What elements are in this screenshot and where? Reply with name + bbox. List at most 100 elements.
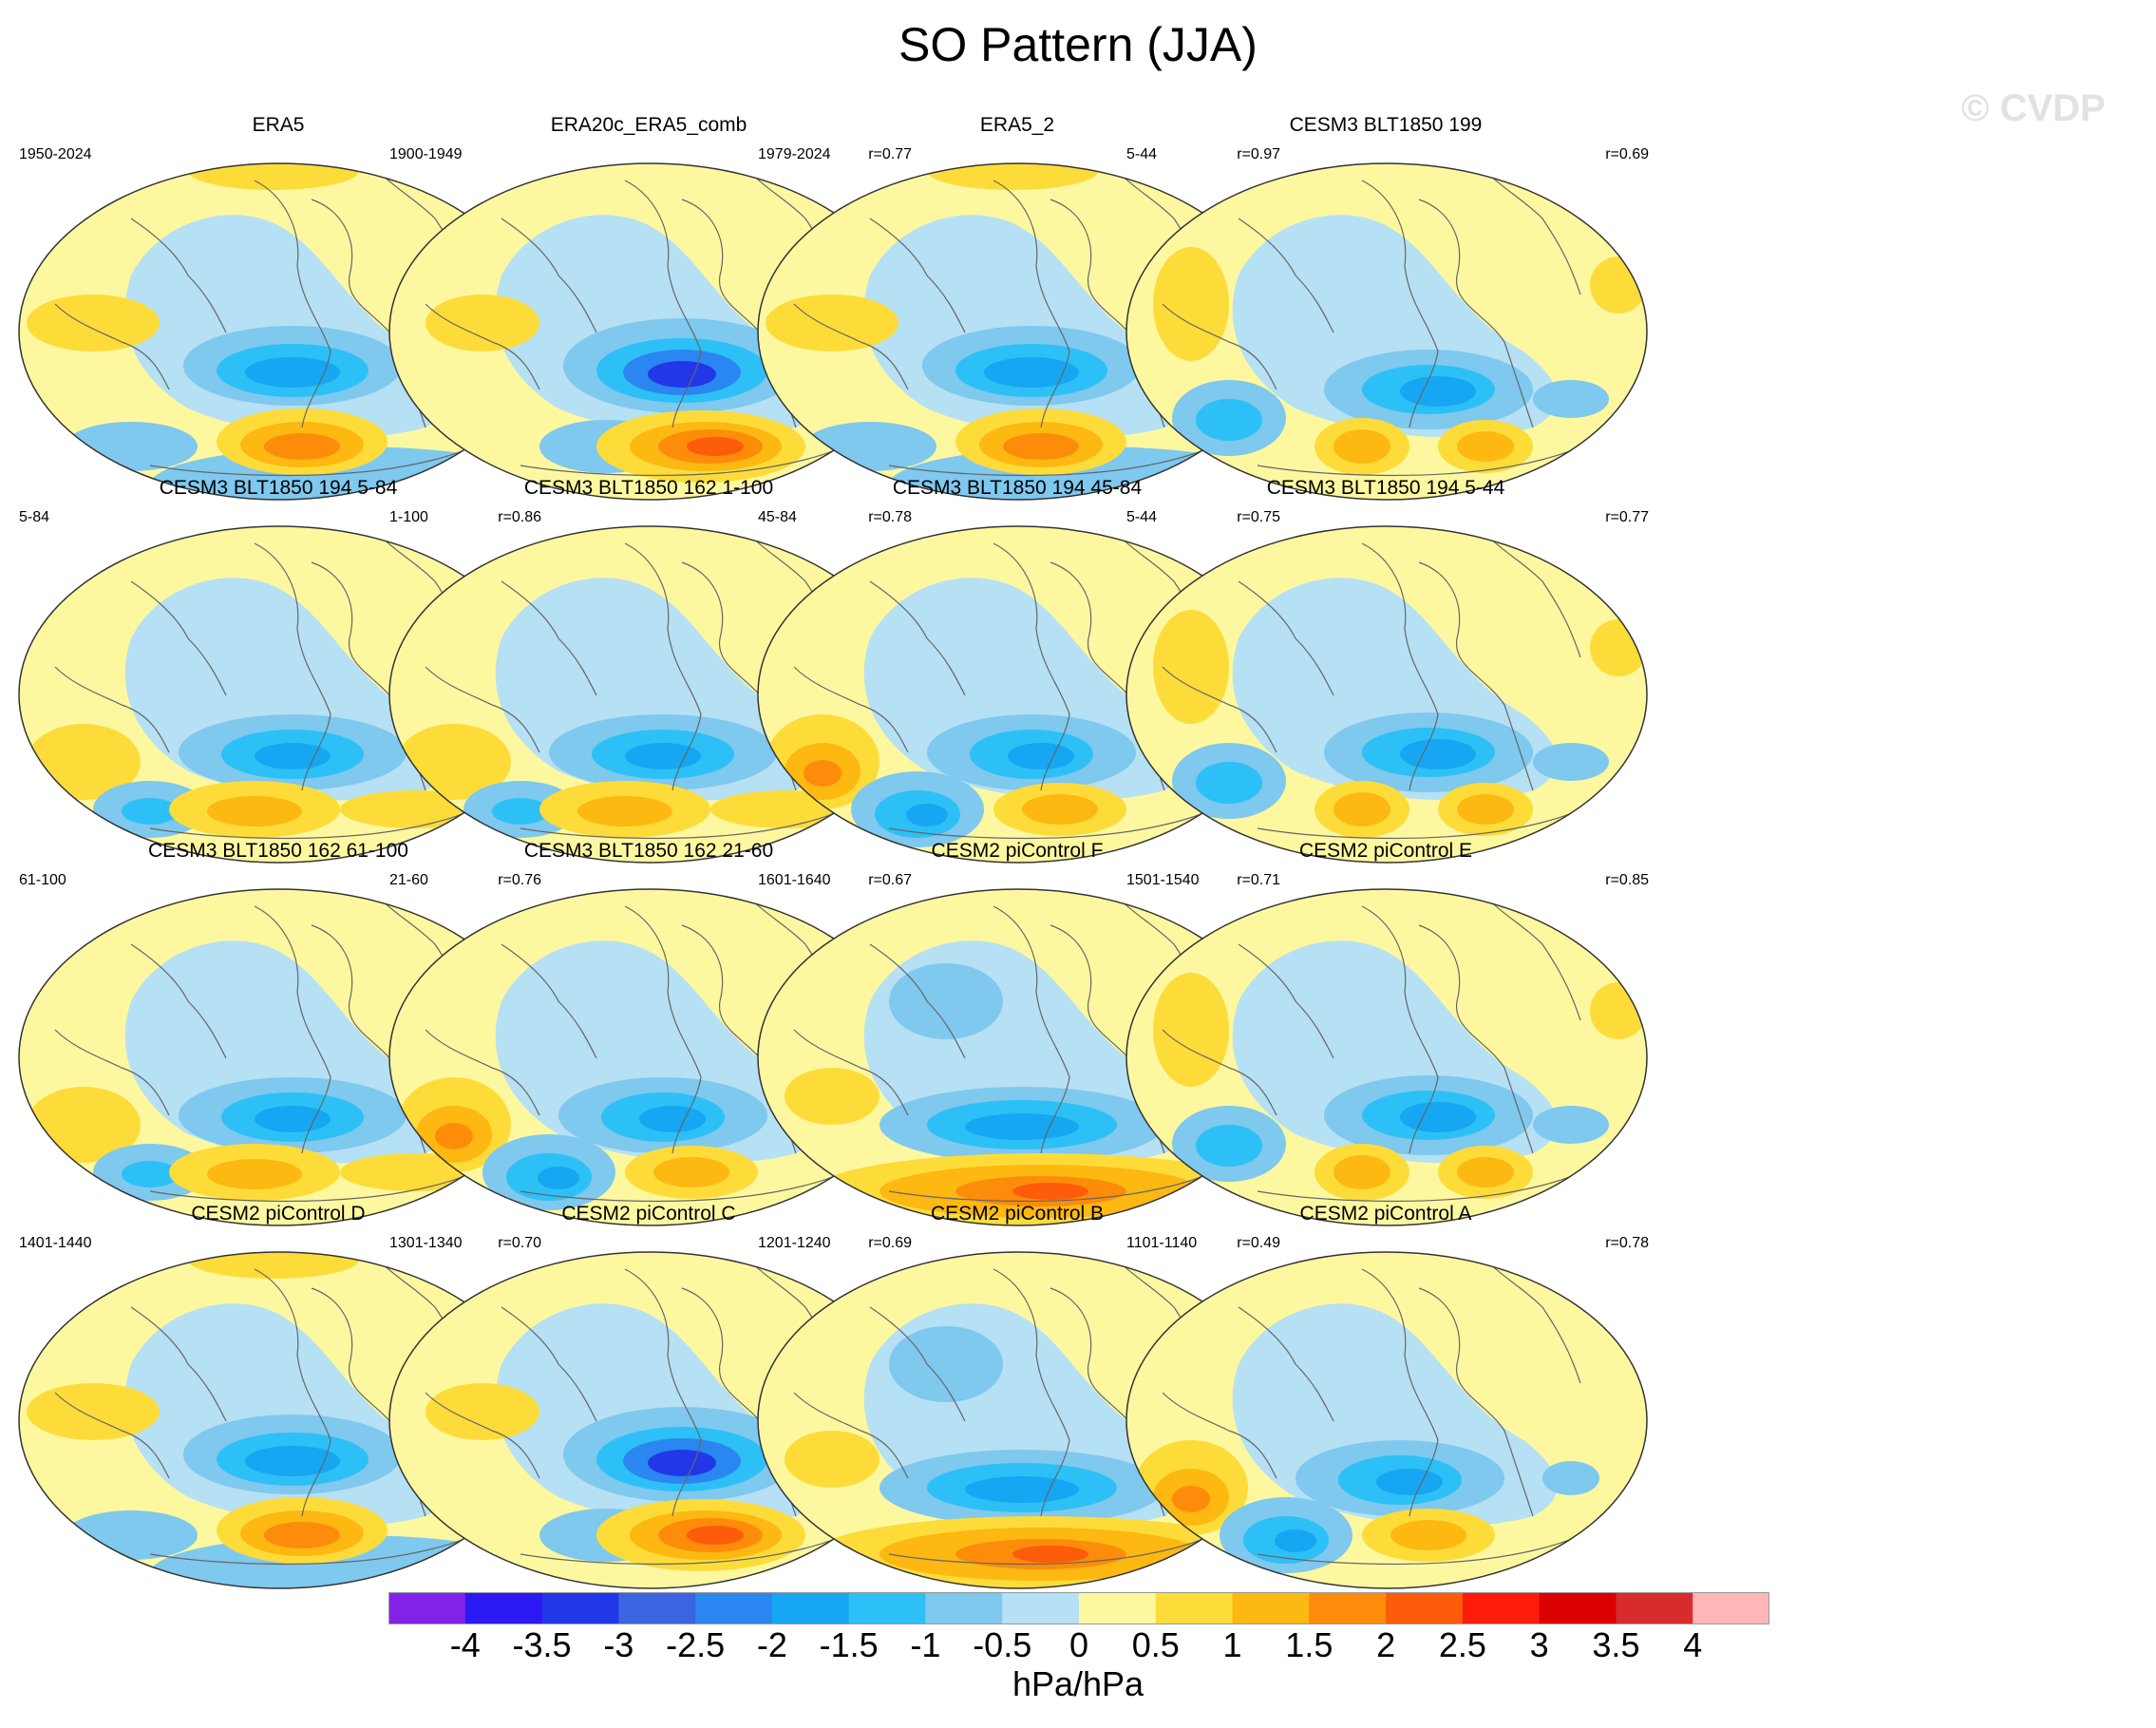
coastline — [888, 1534, 1213, 1566]
coastline — [520, 446, 844, 477]
colorbar-tick-label: -2.5 — [666, 1625, 726, 1664]
coastline — [869, 580, 966, 696]
anomaly-contour — [1172, 1486, 1210, 1512]
anomaly-contour — [785, 1431, 879, 1488]
coastline — [624, 1268, 702, 1517]
panel-correlation: r=0.70 — [498, 1235, 541, 1251]
panel-period: 1401-1440 — [19, 1235, 92, 1251]
panel-correlation: r=0.76 — [498, 872, 541, 888]
colorbar-tick-label: -2 — [756, 1625, 787, 1664]
colorbar-tick-label: -1 — [910, 1625, 941, 1664]
coastline — [1257, 1534, 1581, 1566]
map-panel: CESM3 BLT1850 194 5-44 5-44 r=0.77 — [1117, 477, 1655, 864]
colorbar-swatch — [1309, 1592, 1387, 1624]
anomaly-contour — [785, 1068, 879, 1125]
anomaly-contour — [27, 294, 160, 351]
colorbar-swatch — [848, 1592, 926, 1624]
panel-period: 61-100 — [19, 872, 66, 888]
anomaly-contour — [1153, 973, 1229, 1087]
anomaly-contour — [889, 1326, 1003, 1402]
colorbar-swatch — [618, 1592, 696, 1624]
coastline — [1238, 218, 1334, 333]
colorbar-labels: -4 -3.5 -3 -2.5 -2 -1.5 -1 -0.5 0 0.5 1 1.5 2 2.5 3 3.5… — [388, 1625, 1769, 1664]
colorbar-swatch — [925, 1592, 1003, 1624]
anomaly-contour — [1333, 429, 1390, 464]
coastline — [520, 1534, 844, 1566]
coastline — [793, 1029, 909, 1116]
coastline — [1238, 943, 1334, 1059]
map-plot — [18, 525, 540, 864]
coastline — [993, 1268, 1070, 1517]
coastline — [149, 1171, 474, 1203]
anomaly-contour — [1012, 1183, 1088, 1200]
anomaly-contour — [1196, 1125, 1262, 1167]
anomaly-contour — [653, 1157, 729, 1187]
coastline — [425, 303, 540, 390]
colorbar-tick-label: 3 — [1529, 1625, 1549, 1664]
coastline — [520, 1171, 844, 1203]
panel-title: CESM3 BLT1850 194 5-84 — [159, 477, 398, 499]
anomaly-contour — [1008, 743, 1074, 769]
panel-title: ERA20c_ERA5_comb — [550, 114, 747, 136]
anomaly-contour — [965, 1476, 1079, 1503]
map-border — [1125, 162, 1648, 501]
coastline — [54, 666, 170, 753]
coastline — [1418, 924, 1534, 1154]
coastline — [254, 905, 331, 1154]
coastline — [1418, 199, 1534, 428]
colorbar-swatch — [771, 1592, 850, 1624]
colorbar-tick-label: 4 — [1683, 1625, 1703, 1664]
anomaly-contour — [687, 437, 744, 456]
anomaly-contour — [245, 357, 340, 388]
colorbar-swatch — [1616, 1592, 1693, 1624]
anomaly-contour — [188, 1252, 359, 1279]
coastline — [993, 542, 1070, 791]
colorbar-swatch — [1079, 1592, 1157, 1624]
map-plot — [18, 1251, 540, 1589]
panel-period: 1-100 — [389, 509, 428, 525]
panel-title: CESM3 BLT1850 194 5-44 — [1266, 477, 1505, 499]
colorbar — [388, 1592, 1769, 1624]
anomaly-contour — [1533, 743, 1609, 781]
anomaly-contour — [538, 1167, 579, 1189]
colorbar-tick-label: 0 — [1069, 1625, 1089, 1664]
map-plot — [1125, 162, 1648, 501]
map-border — [1125, 525, 1648, 864]
map-panel: CESM3 BLT1850 199 5-44 r=0.69 — [1117, 114, 1655, 501]
anomaly-contour — [1196, 762, 1262, 804]
coastline — [1257, 1171, 1581, 1203]
panel-title: CESM2 piControl B — [930, 1203, 1105, 1225]
coastline — [1361, 1268, 1439, 1517]
coastline — [520, 808, 844, 840]
coastline — [1361, 905, 1439, 1154]
coastline — [149, 1534, 474, 1566]
coastline — [425, 666, 540, 753]
panel-correlation: r=0.77 — [868, 146, 912, 162]
panel-period: 1900-1949 — [389, 146, 463, 162]
coastline — [501, 218, 597, 333]
coastline — [793, 303, 909, 390]
coastline — [624, 180, 702, 428]
colorbar-swatch — [1232, 1592, 1310, 1624]
coastline — [869, 218, 966, 333]
anomaly-contour — [1153, 247, 1229, 361]
panel-correlation: r=0.85 — [1605, 872, 1649, 888]
coastline — [1485, 170, 1581, 295]
coastline — [1257, 808, 1581, 840]
anomaly-contour — [1012, 1546, 1088, 1563]
coastline — [425, 1392, 540, 1479]
panel-correlation: r=0.77 — [1605, 509, 1649, 525]
anomaly-contour — [1333, 792, 1390, 826]
coastline — [1485, 533, 1581, 658]
colorbar-swatch — [464, 1592, 543, 1624]
colorbar-swatch — [1386, 1592, 1464, 1624]
coastline — [149, 446, 474, 477]
coastline — [130, 580, 227, 696]
anomaly-contour — [1533, 1106, 1609, 1144]
coastline — [624, 905, 702, 1154]
anomaly-contour — [492, 798, 549, 825]
map-panel: CESM3 BLT1850 194 5-84 5-84 r=0.86 — [9, 477, 547, 864]
panel-period: 1101-1140 — [1126, 1235, 1198, 1251]
anomaly-contour — [27, 1383, 160, 1440]
panel-title: CESM2 piControl A — [1299, 1203, 1472, 1225]
